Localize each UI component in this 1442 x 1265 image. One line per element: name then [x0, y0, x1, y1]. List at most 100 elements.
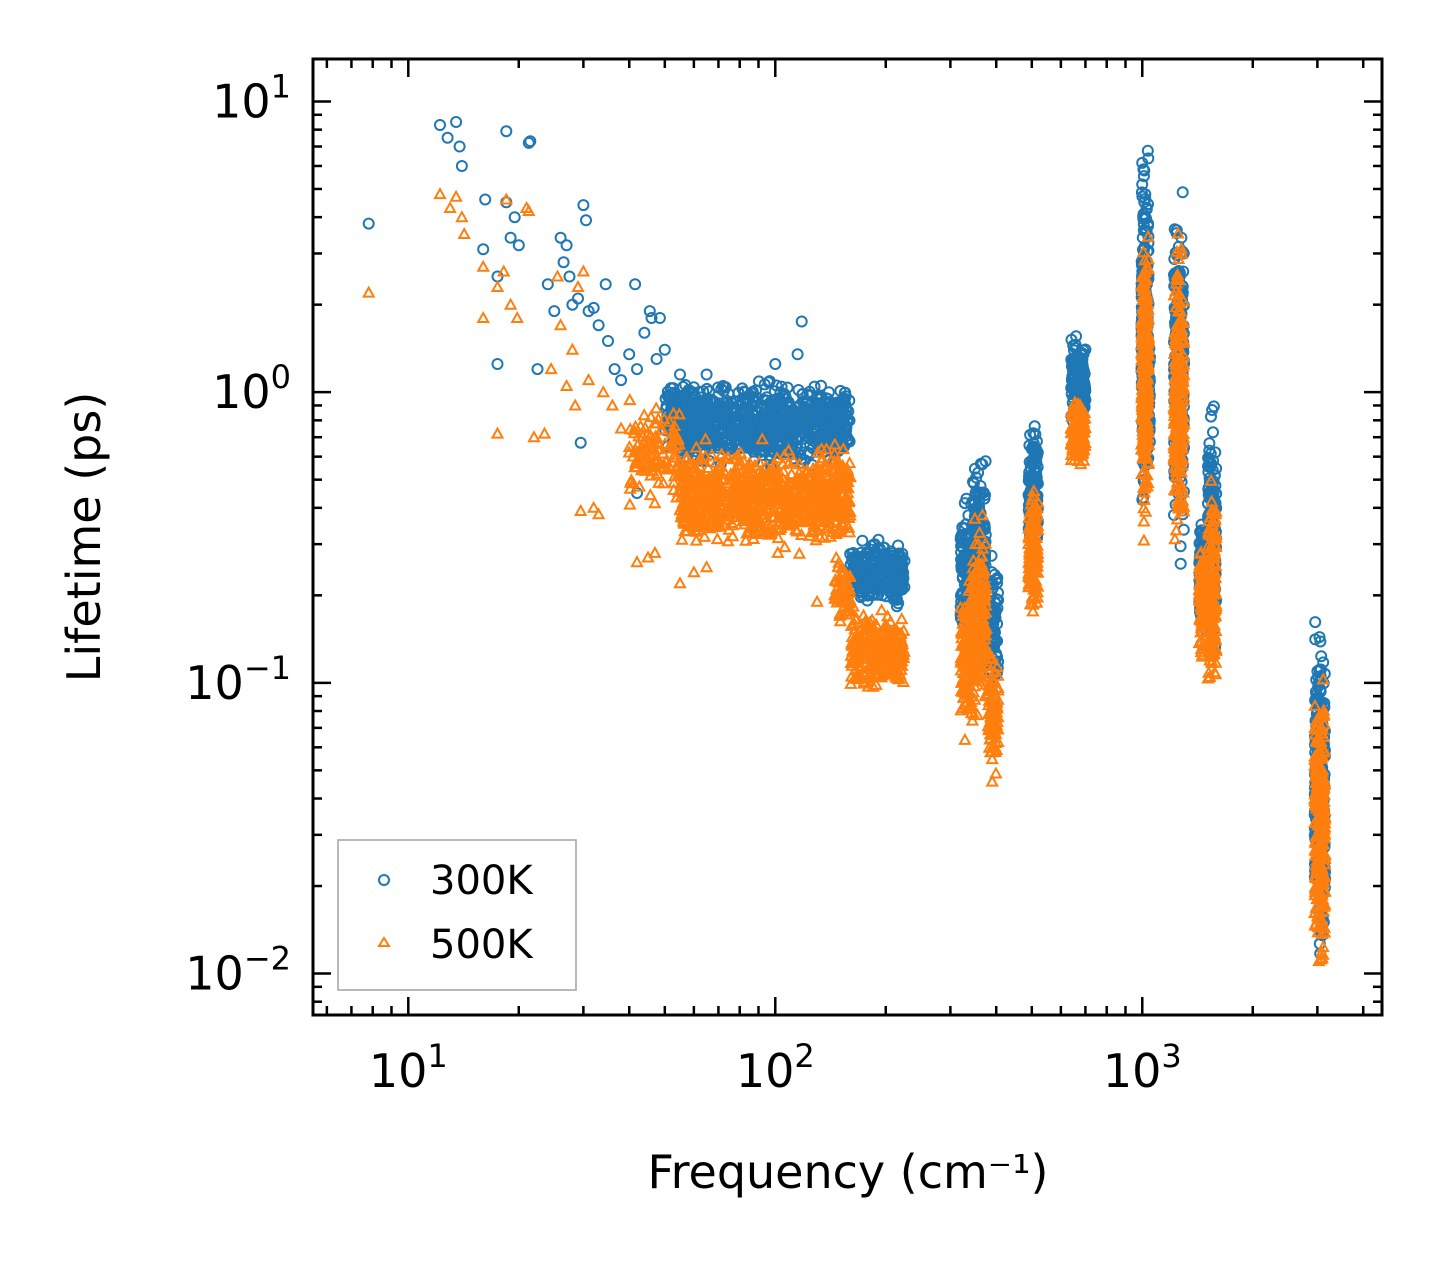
data-point-500k — [634, 439, 649, 452]
data-point-300k — [645, 312, 658, 324]
data-point-500k — [650, 466, 664, 479]
data-point-500k — [784, 467, 799, 480]
data-point-300k — [572, 292, 584, 305]
data-point-300k — [1138, 164, 1151, 177]
data-point-300k — [884, 570, 897, 582]
data-point-300k — [751, 421, 764, 434]
data-point-500k — [627, 426, 642, 439]
data-point-300k — [791, 400, 804, 413]
data-point-300k — [1174, 540, 1187, 553]
data-point-500k — [699, 560, 714, 573]
data-point-300k — [769, 358, 782, 370]
data-point-300k — [781, 381, 794, 394]
data-point-500k — [443, 200, 457, 213]
data-point-300k — [875, 581, 887, 594]
data-point-300k — [599, 278, 612, 291]
data-point-300k — [979, 489, 991, 501]
data-point-300k — [784, 401, 797, 414]
data-point-300k — [684, 421, 697, 434]
data-point-300k — [792, 406, 805, 419]
data-point-500k — [596, 385, 610, 398]
data-point-300k — [580, 214, 592, 227]
data-point-500k — [449, 189, 463, 202]
data-point-300k — [700, 368, 713, 381]
data-point-300k — [727, 406, 740, 419]
data-point-300k — [720, 418, 732, 430]
data-point-300k — [759, 394, 772, 407]
data-point-300k — [689, 413, 702, 426]
data-point-300k — [1137, 170, 1150, 183]
data-point-500k — [657, 411, 671, 424]
data-point-500k — [687, 565, 701, 578]
data-point-300k — [531, 363, 544, 376]
data-point-300k — [803, 416, 816, 429]
data-point-300k — [856, 534, 869, 547]
data-point-500k — [710, 532, 725, 545]
data-point-300k — [455, 160, 468, 172]
data-point-500k — [643, 428, 658, 441]
data-point-500k — [623, 497, 637, 510]
data-point-500k — [614, 421, 628, 434]
data-point-300k — [563, 270, 576, 283]
data-point-300k — [1070, 330, 1083, 343]
data-point-300k — [674, 394, 687, 407]
data-point-300k — [362, 217, 375, 230]
data-point-500k — [647, 452, 662, 465]
data-point-500k — [362, 285, 376, 298]
data-point-300k — [891, 556, 904, 569]
data-point-300k — [554, 231, 567, 244]
data-point-300k — [813, 402, 826, 415]
data-point-500k — [673, 576, 687, 589]
data-point-300k — [815, 430, 828, 443]
data-point-300k — [1077, 364, 1090, 377]
data-point-300k — [682, 396, 695, 409]
data-point-300k — [1139, 188, 1152, 201]
data-point-300k — [740, 429, 753, 442]
data-point-300k — [759, 444, 772, 457]
data-point-300k — [477, 243, 490, 256]
data-point-500k — [499, 192, 513, 205]
data-point-300k — [1071, 375, 1084, 388]
data-point-300k — [674, 368, 686, 381]
data-point-300k — [762, 433, 775, 446]
data-point-300k — [491, 358, 504, 370]
data-point-500k — [771, 545, 785, 558]
data-point-500k — [476, 310, 490, 323]
data-point-300k — [441, 131, 454, 144]
data-point-300k — [602, 335, 614, 347]
data-point-300k — [1141, 144, 1154, 157]
data-point-300k — [828, 407, 841, 420]
data-point-300k — [833, 430, 846, 443]
data-point-300k — [500, 125, 513, 138]
data-point-500k — [626, 476, 640, 489]
data-point-500k — [723, 486, 737, 499]
data-point-500k — [656, 476, 670, 489]
data-point-300k — [758, 415, 771, 428]
data-point-300k — [742, 438, 755, 451]
data-point-300k — [629, 278, 642, 291]
data-point-300k — [742, 412, 755, 425]
data-point-300k — [890, 600, 903, 613]
data-point-300k — [631, 363, 643, 376]
data-point-500k — [880, 609, 895, 622]
data-point-300k — [1025, 456, 1038, 469]
series-300k — [362, 116, 1332, 960]
data-point-500k — [648, 430, 662, 443]
data-point-300k — [800, 423, 812, 436]
data-point-300k — [968, 497, 981, 510]
data-point-500k — [550, 269, 565, 282]
data-point-300k — [623, 348, 636, 361]
data-point-500k — [701, 460, 715, 473]
data-point-500k — [559, 378, 574, 391]
data-point-300k — [985, 549, 998, 562]
data-point-300k — [691, 421, 704, 434]
data-point-300k — [712, 381, 724, 394]
data-point-300k — [762, 376, 775, 389]
data-point-500k — [571, 279, 585, 292]
data-point-300k — [1315, 650, 1328, 663]
data-point-300k — [638, 326, 651, 339]
data-point-500k — [689, 440, 703, 453]
data-point-500k — [689, 533, 703, 546]
data-point-300k — [972, 466, 985, 479]
